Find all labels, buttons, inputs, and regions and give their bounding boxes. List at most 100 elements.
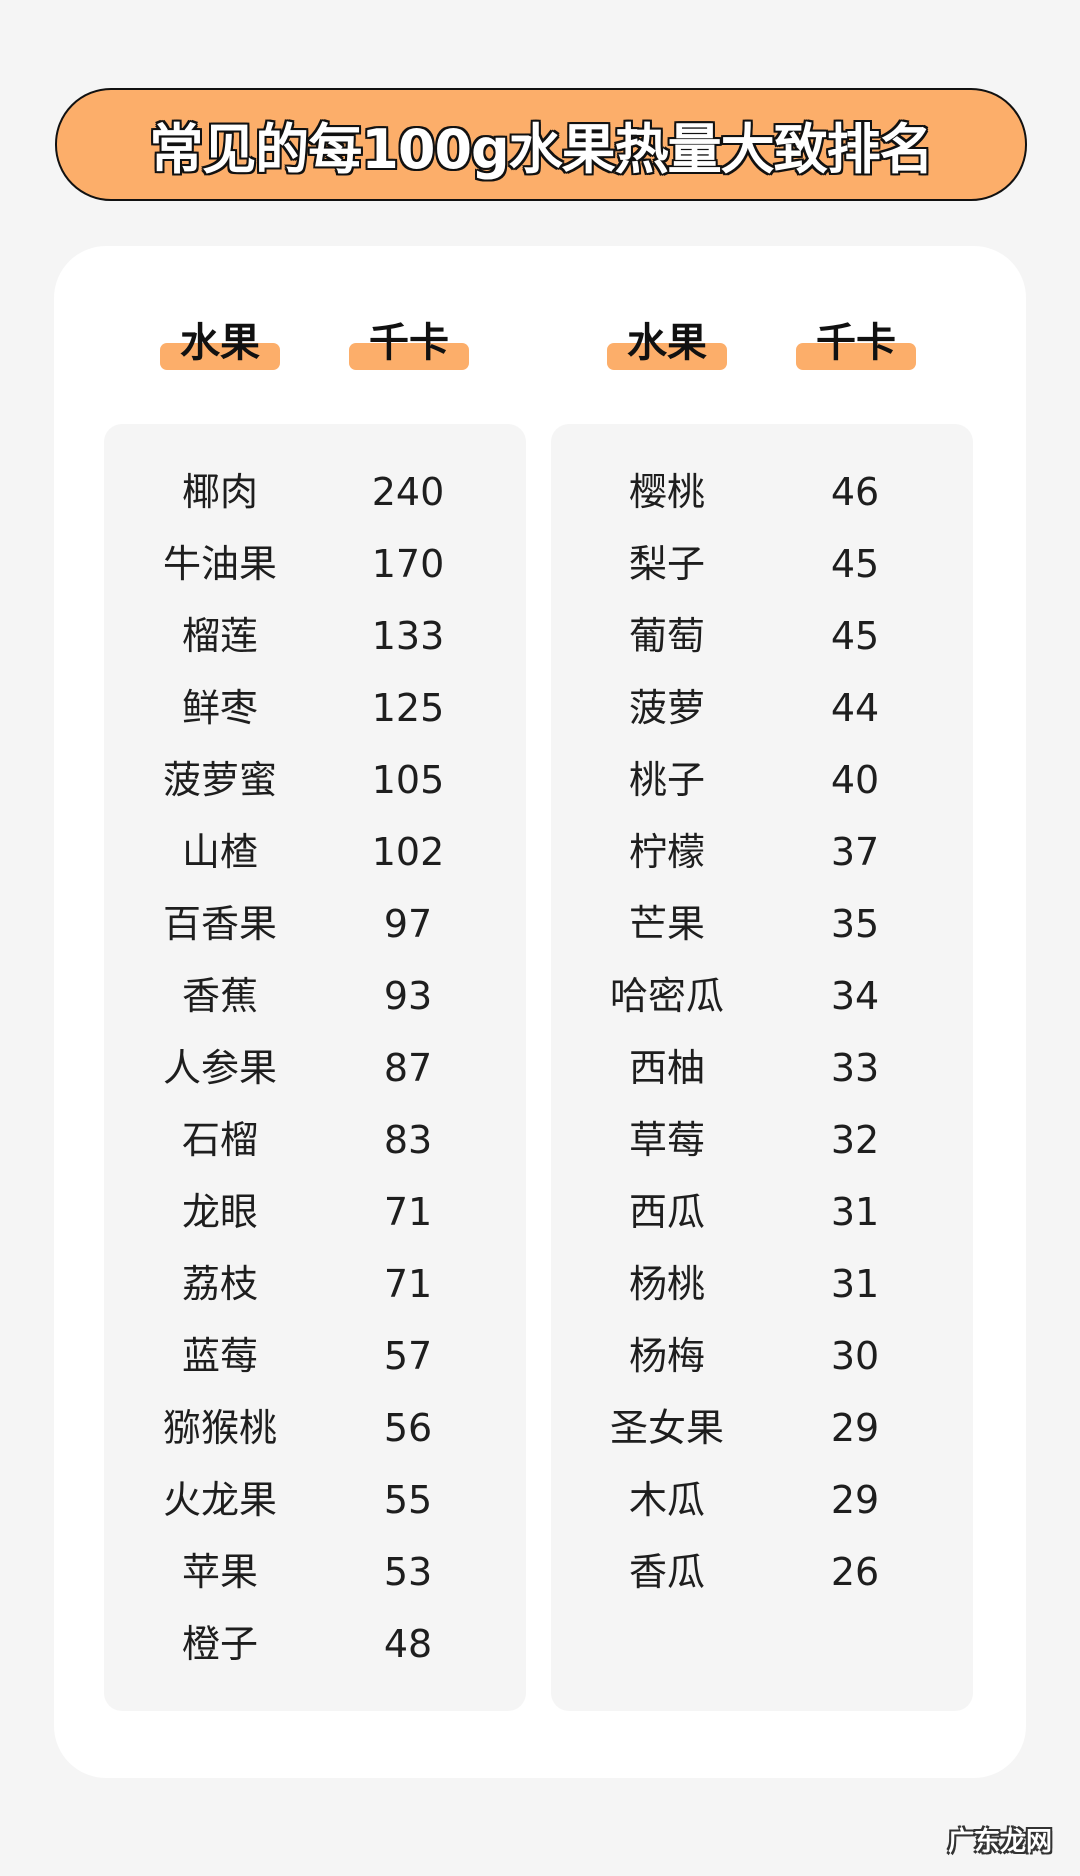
kcal-value: 31: [830, 1190, 880, 1234]
table-row: 梨子 45: [551, 534, 973, 594]
kcal-value: 45: [830, 614, 880, 658]
kcal-value: 57: [383, 1334, 433, 1378]
kcal-value: 87: [383, 1046, 433, 1090]
table-row: 樱桃 46: [551, 462, 973, 522]
fruit-name: 猕猴桃: [162, 1406, 277, 1450]
table-row: 猕猴桃 56: [104, 1398, 526, 1458]
header-label: 千卡: [369, 320, 449, 366]
fruit-name: 蓝莓: [181, 1334, 258, 1378]
table-row: 鲜枣 125: [104, 678, 526, 738]
fruit-name: 龙眼: [181, 1190, 258, 1234]
kcal-value: 71: [383, 1262, 433, 1306]
table-row: 龙眼 71: [104, 1182, 526, 1242]
kcal-value: 240: [371, 470, 445, 514]
kcal-value: 33: [830, 1046, 880, 1090]
table-row: 榴莲 133: [104, 606, 526, 666]
kcal-value: 35: [830, 902, 880, 946]
kcal-value: 55: [383, 1478, 433, 1522]
kcal-value: 56: [383, 1406, 433, 1450]
table-row: 芒果 35: [551, 894, 973, 954]
header-highlight: [349, 343, 469, 370]
header-fruit-right: 水果: [607, 318, 727, 374]
header-label: 水果: [627, 320, 707, 366]
fruit-name: 山楂: [181, 830, 258, 874]
fruit-name: 哈密瓜: [609, 974, 724, 1018]
table-row: 橙子 48: [104, 1614, 526, 1674]
kcal-value: 102: [371, 830, 445, 874]
kcal-value: 93: [383, 974, 433, 1018]
left-table: 椰肉 240 牛油果 170 榴莲 133 鲜枣 125 菠萝蜜 105 山楂 102 百香果 97 香蕉 9…: [104, 424, 526, 1711]
kcal-value: 29: [830, 1478, 880, 1522]
header-label: 千卡: [816, 320, 896, 366]
table-row: 哈密瓜 34: [551, 966, 973, 1026]
fruit-name: 鲜枣: [181, 686, 258, 730]
table-row: 火龙果 55: [104, 1470, 526, 1530]
fruit-name: 西柚: [628, 1046, 705, 1090]
kcal-value: 31: [830, 1262, 880, 1306]
fruit-name: 杨梅: [628, 1334, 705, 1378]
fruit-name: 香蕉: [181, 974, 258, 1018]
fruit-name: 菠萝: [628, 686, 705, 730]
kcal-value: 45: [830, 542, 880, 586]
kcal-value: 53: [383, 1550, 433, 1594]
table-row: 木瓜 29: [551, 1470, 973, 1530]
table-row: 人参果 87: [104, 1038, 526, 1098]
kcal-value: 133: [371, 614, 445, 658]
table-row: 石榴 83: [104, 1110, 526, 1170]
kcal-value: 40: [830, 758, 880, 802]
kcal-value: 125: [371, 686, 445, 730]
table-row: 草莓 32: [551, 1110, 973, 1170]
fruit-name: 人参果: [162, 1046, 277, 1090]
kcal-value: 44: [830, 686, 880, 730]
header-kcal-left: 千卡: [349, 318, 469, 374]
fruit-name: 牛油果: [162, 542, 277, 586]
kcal-value: 97: [383, 902, 433, 946]
table-row: 圣女果 29: [551, 1398, 973, 1458]
table-row: 桃子 40: [551, 750, 973, 810]
fruit-name: 樱桃: [628, 470, 705, 514]
table-row: 椰肉 240: [104, 462, 526, 522]
fruit-name: 苹果: [181, 1550, 258, 1594]
fruit-name: 梨子: [628, 542, 705, 586]
table-row: 苹果 53: [104, 1542, 526, 1602]
fruit-name: 香瓜: [628, 1550, 705, 1594]
fruit-name: 草莓: [628, 1118, 705, 1162]
table-row: 百香果 97: [104, 894, 526, 954]
table-row: 菠萝蜜 105: [104, 750, 526, 810]
header-kcal-right: 千卡: [796, 318, 916, 374]
header-label: 水果: [180, 320, 260, 366]
header-highlight: [160, 343, 280, 370]
kcal-value: 46: [830, 470, 880, 514]
table-row: 荔枝 71: [104, 1254, 526, 1314]
table-row: 杨梅 30: [551, 1326, 973, 1386]
table-row: 西柚 33: [551, 1038, 973, 1098]
table-row: 菠萝 44: [551, 678, 973, 738]
header-highlight: [607, 343, 727, 370]
fruit-name: 芒果: [628, 902, 705, 946]
kcal-value: 170: [371, 542, 445, 586]
fruit-name: 桃子: [628, 758, 705, 802]
fruit-name: 杨桃: [628, 1262, 705, 1306]
kcal-value: 48: [383, 1622, 433, 1666]
kcal-value: 71: [383, 1190, 433, 1234]
fruit-name: 百香果: [162, 902, 277, 946]
fruit-name: 菠萝蜜: [162, 758, 277, 802]
table-row: 杨桃 31: [551, 1254, 973, 1314]
watermark: 广东龙网: [947, 1827, 1052, 1857]
fruit-name: 葡萄: [628, 614, 705, 658]
kcal-value: 37: [830, 830, 880, 874]
fruit-name: 荔枝: [181, 1262, 258, 1306]
table-row: 西瓜 31: [551, 1182, 973, 1242]
kcal-value: 32: [830, 1118, 880, 1162]
fruit-name: 木瓜: [628, 1478, 705, 1522]
fruit-name: 柠檬: [628, 830, 705, 874]
header-highlight: [796, 343, 916, 370]
title-banner: 常见的每100g水果热量大致排名: [55, 88, 1027, 201]
kcal-value: 83: [383, 1118, 433, 1162]
table-row: 山楂 102: [104, 822, 526, 882]
fruit-name: 圣女果: [609, 1406, 724, 1450]
table-row: 香蕉 93: [104, 966, 526, 1026]
table-row: 牛油果 170: [104, 534, 526, 594]
table-row: 蓝莓 57: [104, 1326, 526, 1386]
table-row: 葡萄 45: [551, 606, 973, 666]
